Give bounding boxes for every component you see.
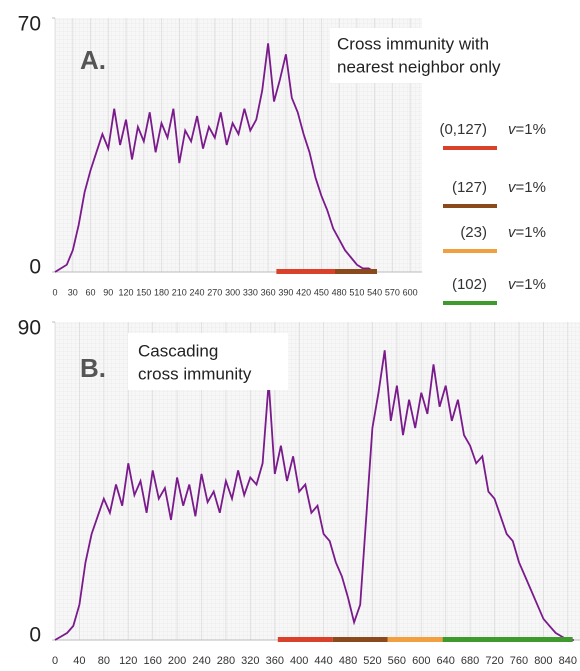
x-tick-label: 0	[52, 287, 57, 297]
x-tick-label: 420	[296, 287, 311, 297]
legend-rate: v=1%	[508, 276, 546, 293]
y-tick-label: 70	[18, 13, 41, 36]
x-tick-label: 210	[172, 287, 187, 297]
x-tick-label: 180	[154, 287, 169, 297]
x-tick-label: 300	[225, 287, 240, 297]
data-line	[54, 43, 376, 273]
x-tick-label: 150	[136, 287, 151, 297]
legend-label: (127)	[452, 179, 487, 196]
legend-label: (0,127)	[439, 121, 487, 138]
panel-label: A.	[80, 45, 106, 75]
legend-label: (23)	[460, 224, 487, 241]
note-box	[128, 333, 288, 390]
panel-label: B.	[80, 353, 106, 383]
legend-value: =1%	[516, 121, 546, 138]
x-tick-label: 30	[68, 287, 78, 297]
x-tick-label: 120	[119, 655, 137, 667]
x-tick-label: 570	[385, 287, 400, 297]
x-tick-label: 640	[437, 655, 455, 667]
x-tick-label: 720	[485, 655, 503, 667]
x-tick-label: 840	[559, 655, 577, 667]
x-tick-label: 200	[168, 655, 186, 667]
x-tick-label: 0	[52, 655, 58, 667]
range-bar	[442, 637, 573, 642]
legend-value: =1%	[516, 179, 546, 196]
x-tick-label: 400	[290, 655, 308, 667]
legend-rate: v=1%	[508, 121, 546, 138]
x-tick-label: 80	[98, 655, 110, 667]
x-tick-label: 520	[363, 655, 381, 667]
legend-variable: v	[508, 121, 517, 138]
x-tick-label: 510	[349, 287, 364, 297]
note-box	[330, 28, 520, 83]
x-tick-label: 240	[192, 655, 210, 667]
x-tick-label: 480	[332, 287, 347, 297]
legend-value: =1%	[516, 224, 546, 241]
x-tick-label: 360	[266, 655, 284, 667]
x-tick-label: 600	[403, 287, 418, 297]
x-tick-label: 280	[217, 655, 235, 667]
range-bar	[277, 637, 333, 642]
x-tick-label: 480	[339, 655, 357, 667]
x-tick-label: 600	[412, 655, 430, 667]
legend-value: =1%	[516, 276, 546, 293]
x-tick-label: 540	[367, 287, 382, 297]
annotation: Cross immunity with	[337, 34, 489, 53]
legend-rate: v=1%	[508, 179, 546, 196]
annotation: cross immunity	[138, 364, 252, 383]
legend-rate: v=1%	[508, 224, 546, 241]
range-bar	[332, 637, 388, 642]
range-bar	[276, 269, 335, 274]
x-tick-label: 330	[243, 287, 258, 297]
legend-label: (102)	[452, 276, 487, 293]
x-tick-label: 390	[278, 287, 293, 297]
x-tick-label: 800	[534, 655, 552, 667]
x-tick-label: 450	[314, 287, 329, 297]
annotation: nearest neighbor only	[337, 57, 501, 76]
legend-variable: v	[508, 276, 517, 293]
x-tick-label: 90	[103, 287, 113, 297]
x-tick-label: 40	[73, 655, 85, 667]
data-line	[54, 350, 574, 641]
x-tick-label: 360	[261, 287, 276, 297]
x-tick-label: 160	[143, 655, 161, 667]
annotation: Cascading	[138, 341, 218, 360]
legend-variable: v	[508, 224, 517, 241]
x-tick-label: 270	[207, 287, 222, 297]
legend-variable: v	[508, 179, 517, 196]
x-tick-label: 240	[190, 287, 205, 297]
y-tick-label: 0	[29, 624, 41, 647]
x-tick-label: 560	[388, 655, 406, 667]
x-tick-label: 320	[241, 655, 259, 667]
x-tick-label: 760	[510, 655, 528, 667]
range-bar	[387, 637, 443, 642]
x-tick-label: 680	[461, 655, 479, 667]
y-tick-label: 0	[29, 256, 41, 279]
x-tick-label: 120	[119, 287, 134, 297]
x-tick-label: 440	[314, 655, 332, 667]
range-bar	[334, 269, 378, 274]
x-tick-label: 60	[86, 287, 96, 297]
y-tick-label: 90	[18, 317, 41, 340]
